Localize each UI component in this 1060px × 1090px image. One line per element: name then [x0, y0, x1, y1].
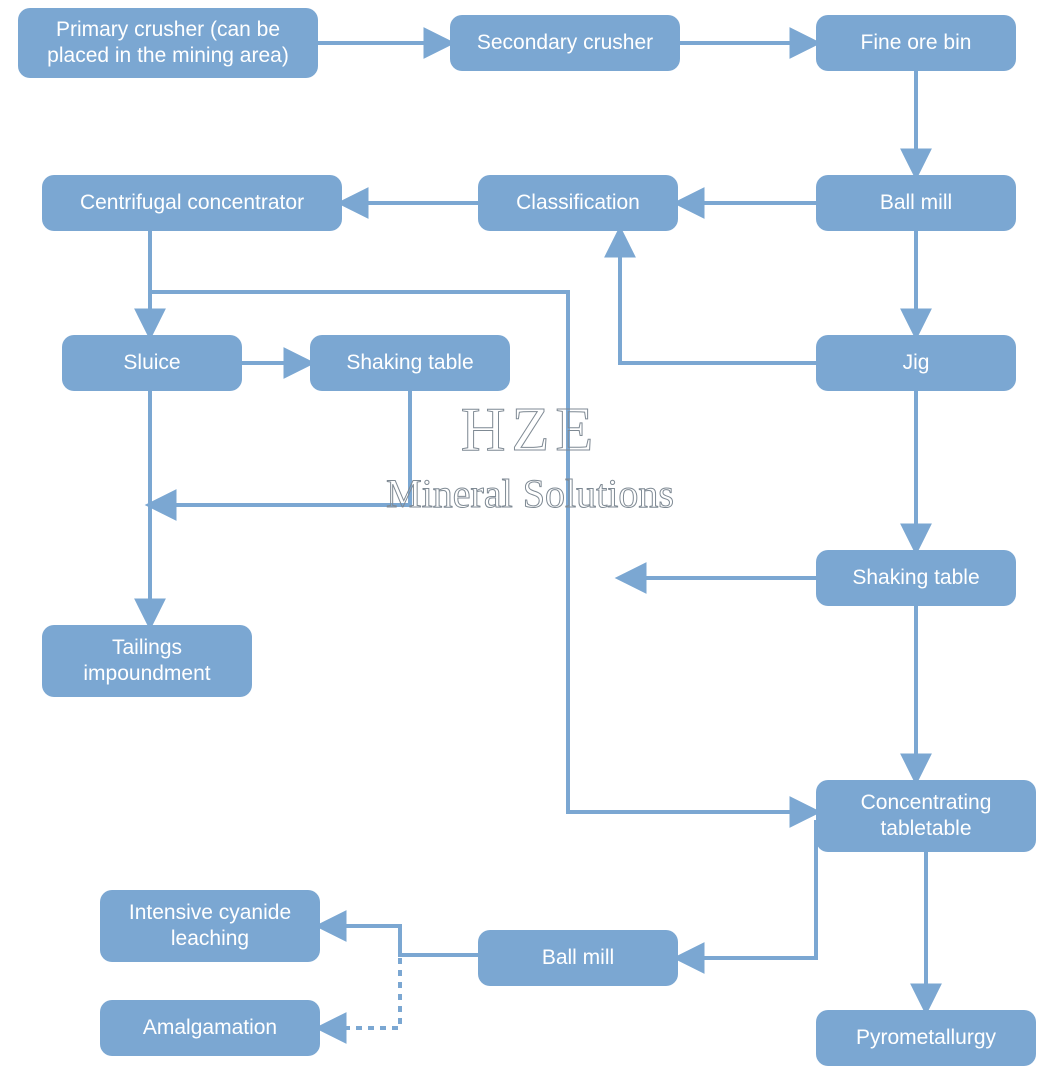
node-finebin: Fine ore bin	[816, 15, 1016, 71]
watermark-line1: HZE	[310, 395, 750, 466]
edge-ballmill2-amalgamation	[320, 958, 400, 1028]
node-jig: Jig	[816, 335, 1016, 391]
edge-concentrating-ballmill2	[678, 820, 816, 958]
node-shaking1: Shaking table	[310, 335, 510, 391]
node-classification: Classification	[478, 175, 678, 231]
edge-shaking1-tailings_path	[150, 391, 410, 505]
node-intensive: Intensive cyanide leaching	[100, 890, 320, 962]
node-amalgamation: Amalgamation	[100, 1000, 320, 1056]
node-primary: Primary crusher (can be placed in the mi…	[18, 8, 318, 78]
node-centrifugal: Centrifugal concentrator	[42, 175, 342, 231]
edge-ballmill2-intensive	[320, 926, 478, 955]
node-ballmill2: Ball mill	[478, 930, 678, 986]
edge-jig-classification_return	[620, 231, 816, 363]
node-sluice: Sluice	[62, 335, 242, 391]
watermark-line2: Mineral Solutions	[310, 470, 750, 517]
node-pyro: Pyrometallurgy	[816, 1010, 1036, 1066]
node-concentrating: Concentrating tabletable	[816, 780, 1036, 852]
node-secondary: Secondary crusher	[450, 15, 680, 71]
watermark: HZE Mineral Solutions	[310, 395, 750, 517]
node-shaking2: Shaking table	[816, 550, 1016, 606]
node-ballmill1: Ball mill	[816, 175, 1016, 231]
node-tailings: Tailings impoundment	[42, 625, 252, 697]
